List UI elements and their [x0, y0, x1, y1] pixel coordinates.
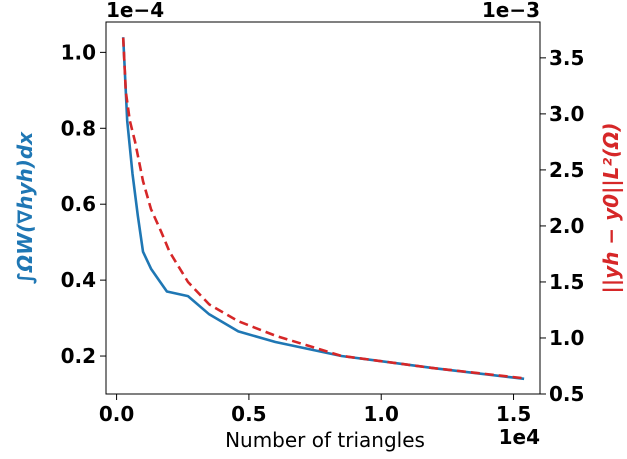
left-tick-label: 0.4: [61, 268, 96, 292]
right-tick-label: 3.0: [549, 102, 584, 126]
left-axis-series-line-0: [121, 37, 525, 381]
right-tick-label: 0.5: [549, 382, 584, 406]
left-tick-label: 0.8: [61, 116, 96, 140]
left-tick-label: 1.0: [61, 40, 96, 64]
right-tick-label: 1.5: [549, 270, 584, 294]
x-axis-offset-label: 1e4: [499, 425, 540, 449]
right-axis-offset-label: 1e−3: [482, 0, 540, 22]
x-tick-label: 1.5: [496, 402, 531, 426]
right-tick-label: 2.0: [549, 214, 584, 238]
right-tick-label: 2.5: [549, 158, 584, 182]
right-axis-series-line-1: [121, 37, 525, 380]
left-axis-label: ∫ΩW(∇hyh)dx: [13, 131, 37, 284]
plot-area-frame: [105, 21, 541, 395]
right-axis-label: ||yh − y0||L²(Ω): [599, 123, 623, 294]
x-tick-label: 1.0: [364, 402, 399, 426]
left-tick-label: 0.6: [61, 192, 96, 216]
right-tick-label: 3.5: [549, 46, 584, 70]
x-tick-label: 0.5: [231, 402, 266, 426]
axis-ticks: 0.0 0.5 1.0 1.5 0.2 0.4 0.6 0.8 1.0 0.5 1.0 1.5 2.0 2…: [61, 40, 585, 426]
x-tick-label: 0.0: [99, 402, 134, 426]
plot-marks: [121, 37, 525, 381]
right-tick-label: 1.0: [549, 326, 584, 350]
x-axis-label: Number of triangles: [225, 428, 425, 452]
left-axis-offset-label: 1e−4: [106, 0, 164, 22]
left-tick-label: 0.2: [61, 344, 96, 368]
